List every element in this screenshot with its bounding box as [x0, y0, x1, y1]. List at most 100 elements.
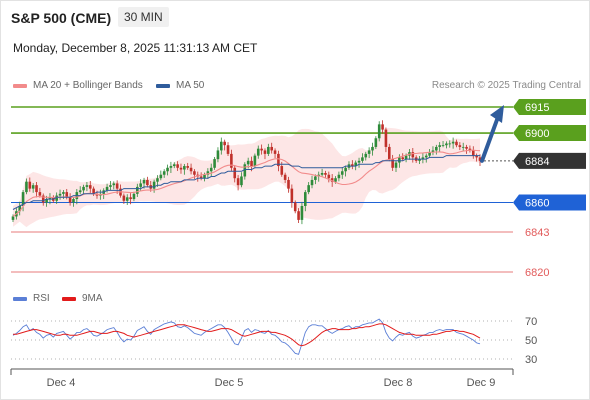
candle-body — [172, 164, 176, 167]
candle-body — [475, 155, 478, 158]
candle-body — [424, 155, 428, 158]
timeframe-badge[interactable]: 30 MIN — [118, 7, 169, 27]
candle-body — [250, 160, 253, 167]
candle-body — [243, 164, 247, 177]
candle-body — [72, 199, 75, 203]
candle-body — [253, 155, 257, 167]
candle-body — [152, 181, 156, 189]
candle-body — [125, 197, 129, 201]
level-tag-bg-6900 — [513, 125, 586, 142]
candle-body — [270, 146, 273, 151]
candle-body — [166, 167, 169, 172]
candle-body — [193, 171, 196, 175]
candle-body — [374, 138, 378, 147]
legend-label-ma20: MA 20 + Bollinger Bands — [33, 80, 143, 91]
candle-body — [209, 167, 213, 172]
candle-body — [451, 141, 455, 144]
candle-body — [78, 190, 82, 193]
candle-body — [88, 185, 92, 189]
candle-body — [324, 173, 327, 175]
candle-body — [216, 150, 220, 160]
candle-body — [176, 164, 179, 168]
x-tick-label: Dec 8 — [384, 377, 413, 389]
credit-text: Research © 2025 Trading Central — [431, 80, 581, 91]
candle-body — [179, 167, 183, 170]
legend-label-rsi-ma: 9MA — [82, 293, 103, 304]
candle-body — [226, 145, 230, 154]
candle-body — [31, 185, 35, 189]
candle-body — [418, 159, 421, 161]
candle-body — [82, 186, 85, 191]
candle-body — [310, 179, 314, 186]
x-tick-label: Dec 5 — [215, 377, 244, 389]
candle-body — [461, 146, 465, 148]
candle-body — [136, 186, 139, 194]
candle-body — [381, 124, 384, 130]
candle-body — [364, 153, 368, 158]
candle-body — [85, 185, 89, 187]
legend-swatch-rsi — [13, 296, 27, 301]
candle-body — [68, 197, 72, 203]
candle-body — [146, 179, 149, 186]
candle-body — [428, 152, 431, 156]
candle-body — [186, 166, 190, 168]
candle-body — [122, 195, 126, 201]
forecast-arrow-shaft — [480, 115, 500, 163]
candle-body — [465, 146, 468, 149]
candle-body — [334, 178, 337, 182]
candle-body — [139, 183, 142, 187]
candle-body — [431, 150, 435, 153]
candle-body — [115, 183, 119, 189]
candle-body — [142, 179, 146, 184]
candle-body — [92, 188, 95, 194]
candle-body — [280, 166, 284, 175]
forecast-arrow-head — [490, 105, 504, 123]
candle-body — [307, 185, 310, 193]
candle-body — [109, 185, 112, 187]
candle-body — [367, 150, 371, 154]
level-tags: 6915 6900 6884 6860 6843 6820 — [513, 99, 586, 279]
candle-body — [478, 157, 482, 161]
candle-body — [213, 159, 216, 168]
candle-body — [314, 176, 317, 180]
candle-body — [28, 181, 32, 189]
candle-body — [384, 129, 388, 147]
level-tag-6915: 6915 — [525, 102, 549, 114]
candle-body — [65, 192, 69, 198]
candle-body — [45, 199, 48, 203]
candle-body — [404, 155, 408, 160]
ma50-line — [12, 155, 480, 210]
legend-label-rsi: RSI — [33, 293, 50, 304]
legend-label-ma50: MA 50 — [176, 80, 205, 91]
candle-body — [162, 171, 166, 175]
candle-body — [401, 157, 405, 160]
rsi-tick-30: 30 — [525, 354, 537, 366]
level-tag-6884: 6884 — [525, 156, 549, 168]
candle-body — [240, 176, 243, 186]
x-tick-label: Dec 4 — [47, 377, 76, 389]
candle-body — [256, 148, 260, 156]
candle-body — [233, 167, 237, 179]
candle-body — [344, 167, 347, 172]
candle-body — [293, 202, 297, 212]
candle-body — [471, 150, 475, 156]
candle-body — [421, 157, 425, 160]
candle-body — [273, 150, 277, 154]
candle-body — [394, 162, 398, 168]
candle-body — [445, 143, 448, 146]
level-tag-bg-6915 — [513, 99, 586, 115]
candle-body — [203, 174, 206, 179]
level-tag-6900: 6900 — [525, 128, 549, 140]
candle-body — [132, 193, 136, 200]
candle-body — [290, 188, 294, 203]
x-tick-label: Dec 9 — [467, 377, 496, 389]
candle-body — [468, 148, 472, 151]
candle-body — [448, 143, 452, 145]
price-levels — [11, 106, 513, 273]
candle-body — [398, 157, 401, 163]
candle-body — [441, 145, 445, 147]
candle-body — [11, 216, 15, 220]
candle-body — [371, 146, 374, 151]
candle-body — [38, 192, 42, 196]
